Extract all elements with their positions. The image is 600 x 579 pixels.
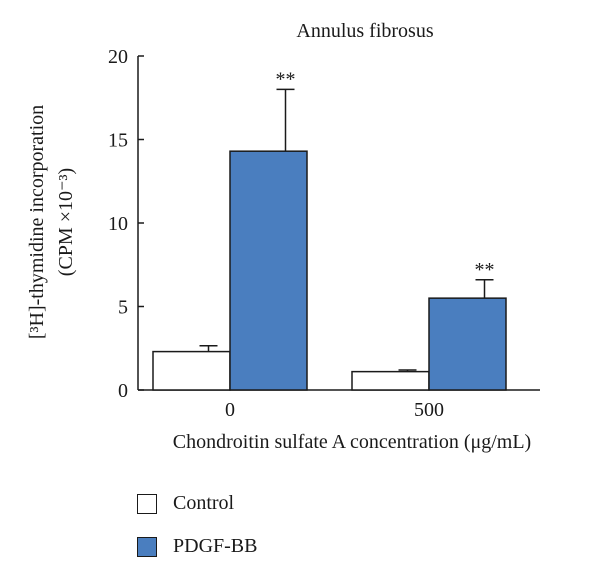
chart-title: Annulus fibrosus xyxy=(296,20,433,42)
y-axis-label-line2: (CPM ×10⁻³) xyxy=(55,168,77,276)
bar-control-500 xyxy=(351,370,430,391)
x-tick-label: 0 xyxy=(225,399,235,421)
y-tick-label: 15 xyxy=(108,130,128,152)
y-tick-label: 0 xyxy=(118,380,128,402)
y-tick-label: 5 xyxy=(118,297,128,319)
bar-control-0 xyxy=(152,350,231,391)
x-tick-label: 500 xyxy=(414,399,444,421)
y-tick-label: 10 xyxy=(108,213,128,235)
y-tick-label: 20 xyxy=(108,46,128,68)
chart-bars: ** 0 ** 500 xyxy=(152,68,507,421)
y-axis-label-line1: [³H]-thymidine incorporation xyxy=(26,105,48,339)
bar-pdgf-bb-0 xyxy=(229,150,308,391)
significance-label: ** xyxy=(276,68,296,90)
x-axis-label: Chondroitin sulfate A concentration (μg/… xyxy=(173,431,531,453)
significance-label: ** xyxy=(475,259,495,281)
bar-pdgf-bb-500 xyxy=(428,297,507,391)
